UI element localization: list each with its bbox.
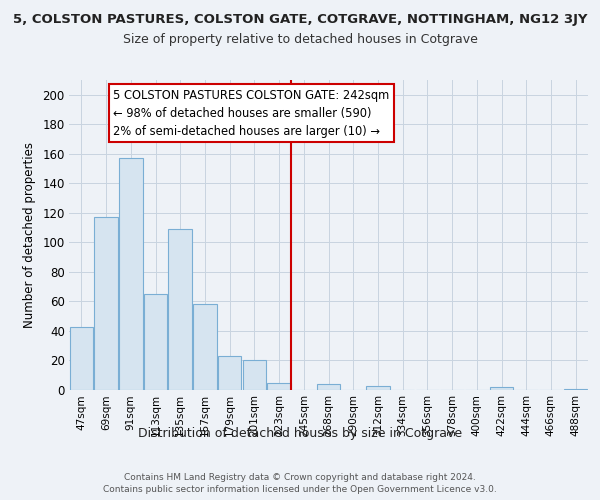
Bar bbox=[193, 304, 217, 390]
Text: Contains public sector information licensed under the Open Government Licence v3: Contains public sector information licen… bbox=[103, 485, 497, 494]
Bar bbox=[94, 218, 118, 390]
Bar bbox=[119, 158, 143, 390]
Bar bbox=[268, 382, 291, 390]
Text: Distribution of detached houses by size in Cotgrave: Distribution of detached houses by size … bbox=[138, 428, 462, 440]
Bar bbox=[564, 388, 587, 390]
Bar bbox=[366, 386, 389, 390]
Bar bbox=[144, 294, 167, 390]
Bar bbox=[218, 356, 241, 390]
Bar bbox=[490, 387, 513, 390]
Text: 5, COLSTON PASTURES, COLSTON GATE, COTGRAVE, NOTTINGHAM, NG12 3JY: 5, COLSTON PASTURES, COLSTON GATE, COTGR… bbox=[13, 12, 587, 26]
Text: Contains HM Land Registry data © Crown copyright and database right 2024.: Contains HM Land Registry data © Crown c… bbox=[124, 472, 476, 482]
Text: Size of property relative to detached houses in Cotgrave: Size of property relative to detached ho… bbox=[122, 32, 478, 46]
Bar bbox=[70, 326, 93, 390]
Text: 5 COLSTON PASTURES COLSTON GATE: 242sqm
← 98% of detached houses are smaller (59: 5 COLSTON PASTURES COLSTON GATE: 242sqm … bbox=[113, 89, 390, 138]
Bar bbox=[169, 229, 192, 390]
Bar bbox=[242, 360, 266, 390]
Y-axis label: Number of detached properties: Number of detached properties bbox=[23, 142, 35, 328]
Bar bbox=[317, 384, 340, 390]
